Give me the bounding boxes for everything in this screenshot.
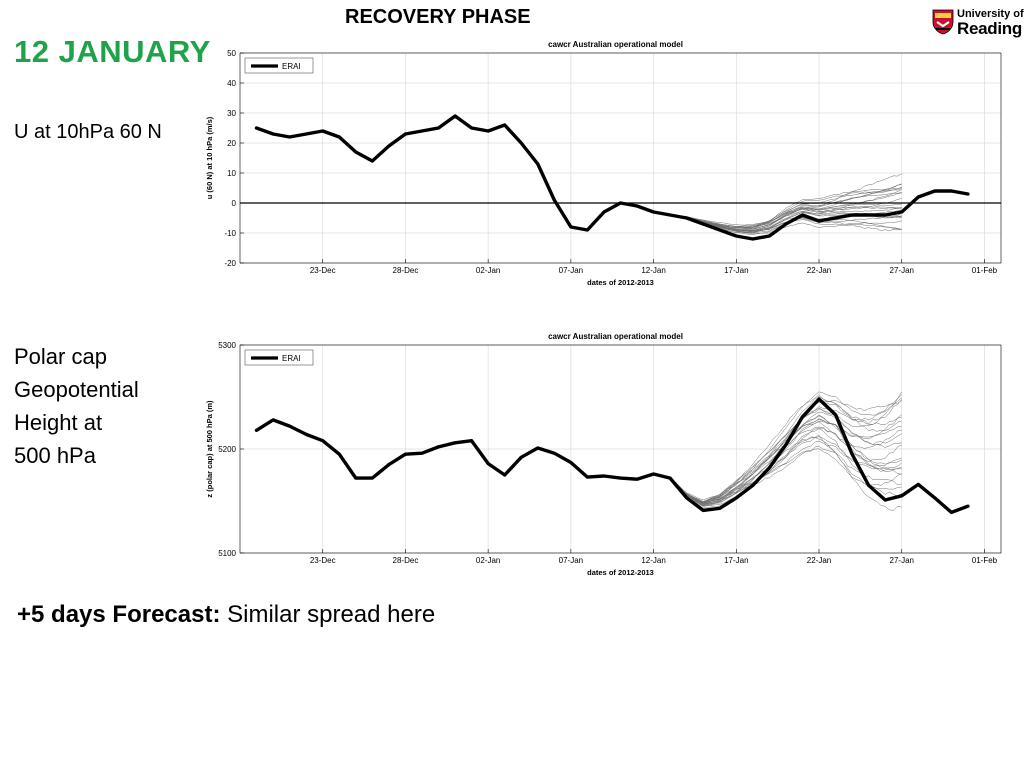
- polar-label-line: Geopotential: [14, 377, 139, 402]
- legend-box: [244, 349, 314, 366]
- x-tick-label: 28-Dec: [393, 266, 419, 275]
- polar-label-line: 500 hPa: [14, 443, 96, 468]
- x-axis-label: dates of 2012-2013: [587, 568, 654, 577]
- ensemble-line: [653, 394, 902, 502]
- y-tick-label: 0: [232, 199, 237, 208]
- ensemble-line: [653, 399, 902, 500]
- chart-1: cawcr Australian operational model -20 -10…: [205, 40, 1002, 287]
- x-tick-label: 17-Jan: [724, 266, 748, 275]
- legend-label: ERAI: [282, 62, 301, 71]
- legend: ERAI: [244, 57, 314, 74]
- chart-title: cawcr Australian operational model: [548, 40, 683, 49]
- x-tick-label: 12-Jan: [641, 266, 665, 275]
- y-tick-label: 10: [227, 169, 236, 178]
- y-axis-label: z (polar cap) at 500 hPa (m): [205, 400, 214, 498]
- y-tick-label: 50: [227, 49, 236, 58]
- plot-area: [240, 53, 1001, 263]
- x-tick-label: 22-Jan: [807, 556, 831, 565]
- ensemble-line: [653, 173, 902, 226]
- shield-icon: [932, 9, 954, 35]
- logo-line1: University of: [957, 8, 1024, 20]
- forecast-note: +5 days Forecast: Similar spread here: [17, 601, 435, 629]
- x-tick-label: 27-Jan: [890, 266, 914, 275]
- x-tick-label: 28-Dec: [393, 556, 419, 565]
- legend-box: [244, 57, 314, 74]
- x-tick-label: 07-Jan: [559, 266, 583, 275]
- forecast-note-text: Similar spread here: [220, 601, 436, 628]
- y-tick-label: -10: [224, 229, 236, 238]
- polar-cap-label: Polar cap Geopotential Height at 500 hPa: [14, 340, 184, 472]
- y-tick-label: 5100: [218, 549, 236, 558]
- x-tick-label: 23-Dec: [310, 556, 336, 565]
- chart-2: cawcr Australian operational model 5100 52…: [205, 332, 1002, 577]
- ensemble-line: [653, 391, 902, 505]
- x-tick-label: 12-Jan: [641, 556, 665, 565]
- forecast-note-bold: +5 days Forecast:: [17, 601, 221, 628]
- y-tick-label: 40: [227, 79, 236, 88]
- legend: ERAI: [244, 349, 314, 366]
- x-tick-label: 02-Jan: [476, 556, 500, 565]
- series-line-erai: [254, 114, 970, 241]
- x-tick-label: 17-Jan: [724, 556, 748, 565]
- y-tick-label: -20: [224, 259, 236, 268]
- y-tick-label: 5300: [218, 341, 236, 350]
- x-tick-label: 07-Jan: [559, 556, 583, 565]
- date-heading: 12 JANUARY: [14, 34, 211, 69]
- polar-label-line: Polar cap: [14, 344, 107, 369]
- x-tick-label: 01-Feb: [972, 556, 998, 565]
- x-tick-label: 01-Feb: [972, 266, 998, 275]
- series-line-erai: [254, 397, 970, 515]
- polar-label-line: Height at: [14, 410, 103, 435]
- plot-frame: [239, 344, 1002, 554]
- x-tick-label: 02-Jan: [476, 266, 500, 275]
- plot-frame: [239, 52, 1002, 264]
- university-logo: University of Reading: [930, 8, 1024, 40]
- x-tick-label: 22-Jan: [807, 266, 831, 275]
- x-axis-label: dates of 2012-2013: [587, 278, 654, 287]
- phase-title: RECOVERY PHASE: [345, 6, 531, 28]
- legend-label: ERAI: [282, 354, 301, 363]
- logo-line2: Reading: [957, 19, 1022, 38]
- x-tick-label: 23-Dec: [310, 266, 336, 275]
- u-wind-label: U at 10hPa 60 N: [14, 121, 162, 143]
- chart-title: cawcr Australian operational model: [548, 332, 683, 341]
- y-tick-label: 30: [227, 109, 236, 118]
- y-tick-label: 20: [227, 139, 236, 148]
- ensemble-line: [653, 391, 902, 503]
- y-axis-label: u (60 N) at 10 hPa (m/s): [205, 116, 214, 199]
- x-tick-label: 27-Jan: [890, 556, 914, 565]
- y-tick-label: 5200: [218, 445, 236, 454]
